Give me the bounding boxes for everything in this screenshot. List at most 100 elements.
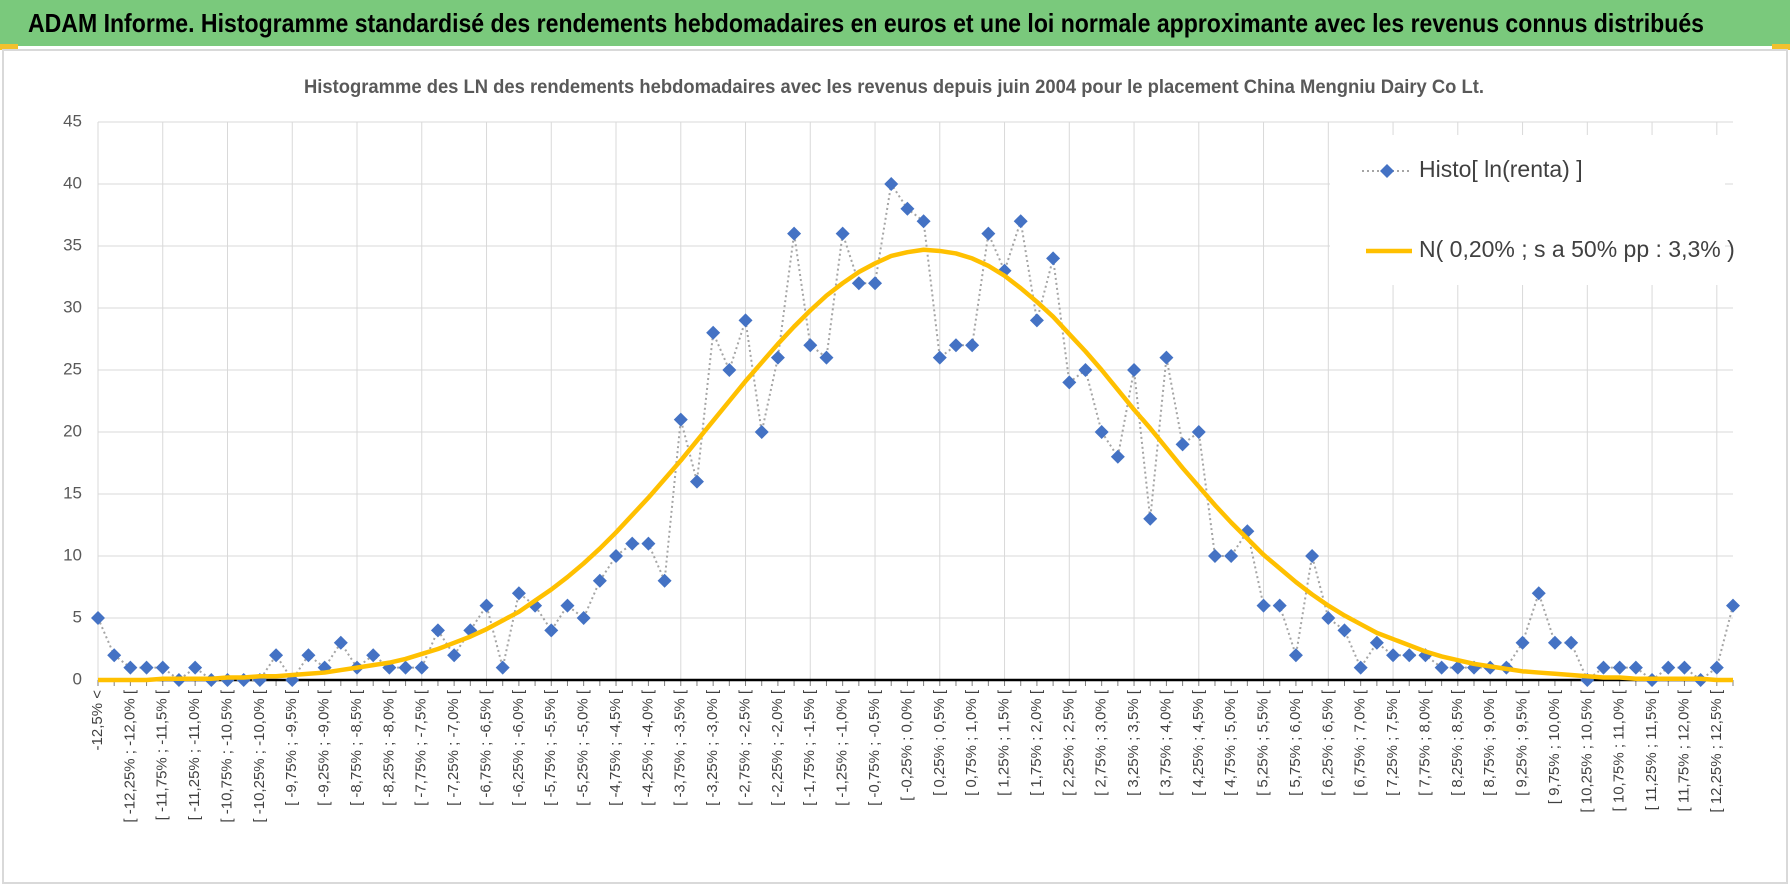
data-point <box>900 201 915 216</box>
x-tick-label: [ -8,75% ; -8,5% [ <box>348 689 365 806</box>
data-point <box>1596 660 1611 675</box>
header-corner <box>0 44 18 50</box>
data-point <box>447 648 462 663</box>
data-point <box>269 648 284 663</box>
legend-marker <box>1380 164 1394 178</box>
data-point <box>1726 598 1740 613</box>
data-point <box>932 350 947 365</box>
data-point <box>787 226 802 241</box>
x-tick-label: [ -1,75% ; -1,5% [ <box>801 689 818 806</box>
x-tick-label: [ 11,25% ; 11,5% [ <box>1643 689 1660 810</box>
x-tick-label: [ -4,75% ; -4,5% [ <box>607 689 624 806</box>
data-point <box>479 598 494 613</box>
x-tick-label: [ 9,25% ; 9,5% [ <box>1514 689 1531 796</box>
data-point <box>1402 648 1417 663</box>
data-point <box>139 660 154 675</box>
y-tick-label: 20 <box>63 421 82 440</box>
data-point <box>1159 350 1174 365</box>
y-tick-label: 10 <box>63 545 82 564</box>
data-point <box>107 648 122 663</box>
legend-label: N( 0,20% ; s a 50% pp : 3,3% ) <box>1419 236 1735 262</box>
x-tick-label: [ 4,75% ; 5,0% [ <box>1222 689 1239 796</box>
x-tick-label: [ -8,25% ; -8,0% [ <box>380 689 397 806</box>
data-point <box>495 660 510 675</box>
data-point <box>706 325 721 340</box>
data-point <box>430 623 445 638</box>
data-point <box>835 226 850 241</box>
data-point <box>1353 660 1368 675</box>
data-point <box>1272 598 1287 613</box>
data-point <box>819 350 834 365</box>
x-tick-label: [ -10,25% ; -10,0% [ <box>251 689 268 822</box>
x-tick-label: [ 1,25% ; 1,5% [ <box>996 689 1013 796</box>
data-point <box>1547 635 1562 650</box>
data-point <box>948 338 963 353</box>
x-tick-label: [ -3,75% ; -3,5% [ <box>672 689 689 806</box>
data-point <box>916 214 931 229</box>
data-point <box>641 536 656 551</box>
data-point <box>625 536 640 551</box>
data-point <box>1337 623 1352 638</box>
y-tick-label: 35 <box>63 235 82 254</box>
x-tick-label: [ 1,75% ; 2,0% [ <box>1028 689 1045 796</box>
legend-label: Histo[ ln(renta) ] <box>1419 156 1583 182</box>
x-tick-label: [ 10,75% ; 11,0% [ <box>1611 689 1628 811</box>
data-point <box>1127 363 1142 377</box>
data-point <box>1288 648 1303 663</box>
data-point <box>1078 363 1093 377</box>
x-tick-label: [ -0,25% ; 0,0% [ <box>898 689 915 801</box>
data-point <box>398 660 413 675</box>
x-tick-label: [ 8,75% ; 9,0% [ <box>1481 689 1498 796</box>
x-tick-label: [ 4,25% ; 4,5% [ <box>1190 689 1207 796</box>
data-point <box>1143 511 1158 526</box>
x-tick-label: [ 9,75% ; 10,0% [ <box>1546 689 1563 804</box>
data-point <box>366 648 381 663</box>
data-point <box>738 313 753 328</box>
data-point <box>754 425 769 439</box>
data-point <box>673 412 688 427</box>
chart-title: Histogramme des LN des rendements hebdom… <box>304 77 1484 98</box>
chart-frame <box>2 49 1788 884</box>
x-tick-label: [ -7,25% ; -7,0% [ <box>445 689 462 806</box>
data-point <box>689 474 704 489</box>
data-point <box>1612 660 1627 675</box>
x-tick-label: [ 7,75% ; 8,0% [ <box>1416 689 1433 796</box>
x-tick-label: [ -11,75% ; -11,5% [ <box>154 689 171 820</box>
data-point <box>1207 549 1222 563</box>
header-title: ADAM Informe. Histogramme standardisé de… <box>28 8 1704 38</box>
x-tick-label: [ 0,25% ; 0,5% [ <box>931 689 948 796</box>
data-point <box>333 635 348 650</box>
data-point <box>1029 313 1044 328</box>
y-tick-label: 5 <box>73 607 82 626</box>
data-point <box>1305 549 1320 563</box>
data-point <box>91 611 105 625</box>
data-point <box>301 648 316 663</box>
y-tick-label: 25 <box>63 359 82 378</box>
data-point <box>1191 425 1206 439</box>
x-tick-label: [ -3,25% ; -3,0% [ <box>704 689 721 806</box>
data-point <box>1256 598 1271 613</box>
data-point <box>123 660 138 675</box>
y-tick-label: 15 <box>63 483 82 502</box>
data-point <box>1677 660 1692 675</box>
x-tick-label: [ 11,75% ; 12,0% [ <box>1675 689 1692 811</box>
data-point <box>1094 425 1109 439</box>
x-tick-label: [ -2,25% ; -2,0% [ <box>769 689 786 806</box>
data-point <box>868 276 883 291</box>
x-tick-label: [ 5,25% ; 5,5% [ <box>1255 689 1272 796</box>
x-tick-label: [ 12,25% ; 12,5% [ <box>1708 689 1725 812</box>
x-tick-label: [ 0,75% ; 1,0% [ <box>963 689 980 796</box>
data-point <box>1386 648 1401 663</box>
data-point <box>1046 251 1061 266</box>
data-point <box>1013 214 1028 229</box>
x-tick-label: [ -1,25% ; -1,0% [ <box>834 689 851 806</box>
y-tick-label: 45 <box>63 111 82 130</box>
y-tick-label: 0 <box>73 669 82 688</box>
data-point <box>803 338 818 353</box>
data-point <box>576 611 591 625</box>
data-point <box>965 338 980 353</box>
x-tick-label: [ -2,75% ; -2,5% [ <box>736 689 753 806</box>
x-tick-label: [ 6,75% ; 7,0% [ <box>1352 689 1369 796</box>
data-point <box>1110 449 1125 464</box>
